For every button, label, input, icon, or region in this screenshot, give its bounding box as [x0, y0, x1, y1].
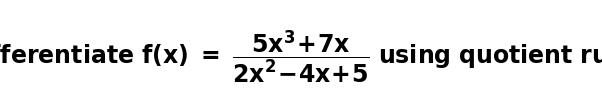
Text: $\bf{Differentiate\ f(x)\ =\ }\dfrac{5x^3\!+\!7x}{2x^2\!-\!4x\!+\!5}\bf{\ using\: $\bf{Differentiate\ f(x)\ =\ }\dfrac{5x^…	[0, 28, 602, 84]
